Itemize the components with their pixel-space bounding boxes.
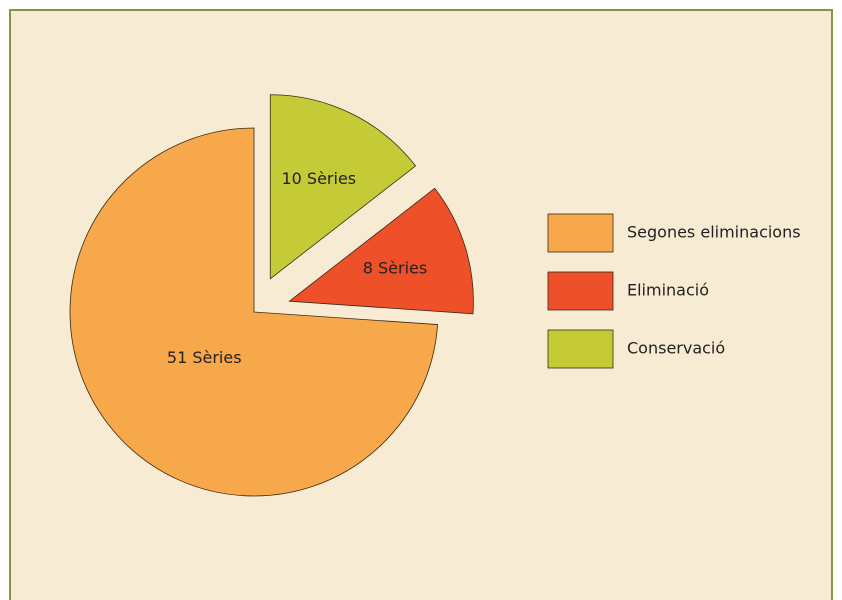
legend-swatch [547,271,614,311]
pie-slice [69,127,438,497]
legend-label: Conservació [627,339,725,358]
slice-label: 8 Sèries [363,259,427,278]
slice-label: 10 Sèries [281,169,356,188]
pie-slice [288,187,474,315]
pie-slice [269,94,417,280]
legend-swatch [547,213,614,253]
slice-label: 51 Sèries [167,348,242,367]
legend-label: Eliminació [627,281,709,300]
legend-swatch [547,329,614,369]
legend-label: Segones eliminacions [627,223,801,242]
